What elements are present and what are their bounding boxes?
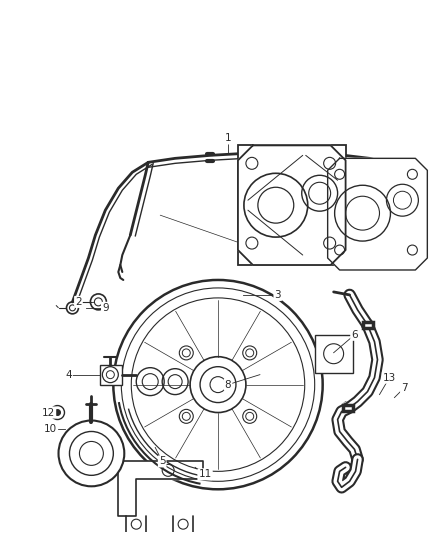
Text: 2: 2 xyxy=(75,297,82,307)
Text: 5: 5 xyxy=(159,456,166,466)
Circle shape xyxy=(113,280,323,489)
Bar xyxy=(100,365,122,385)
Text: 7: 7 xyxy=(401,383,408,393)
Polygon shape xyxy=(118,462,203,516)
Text: 9: 9 xyxy=(102,303,109,313)
Bar xyxy=(238,146,346,265)
Circle shape xyxy=(59,421,124,486)
Text: 12: 12 xyxy=(42,408,55,417)
Text: 3: 3 xyxy=(275,290,281,300)
Bar xyxy=(314,335,353,373)
Text: 4: 4 xyxy=(65,370,72,379)
Text: 11: 11 xyxy=(198,470,212,479)
Polygon shape xyxy=(328,158,427,270)
Text: 10: 10 xyxy=(44,424,57,434)
Text: 6: 6 xyxy=(351,330,358,340)
Text: 1: 1 xyxy=(225,133,231,143)
Text: 8: 8 xyxy=(225,379,231,390)
Circle shape xyxy=(54,409,60,416)
Polygon shape xyxy=(238,146,346,265)
Bar xyxy=(363,322,372,328)
Text: 13: 13 xyxy=(383,373,396,383)
Bar xyxy=(343,405,353,410)
